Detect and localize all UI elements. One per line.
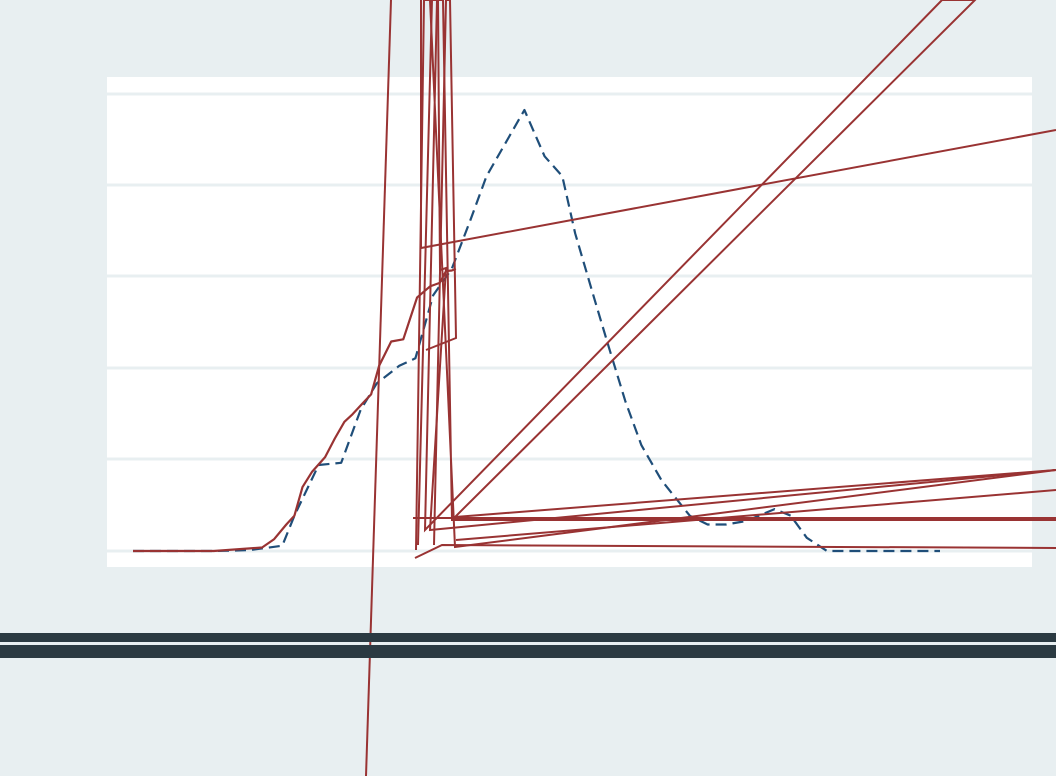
- stray-line-2: [420, 0, 1056, 250]
- gridlines: [107, 92, 1032, 553]
- stray-line-4: [414, 543, 1056, 559]
- stray-line-7: [455, 489, 1056, 541]
- footer-band-0: [0, 633, 1056, 642]
- stray-line-6: [425, 0, 458, 546]
- footer-band-1: [0, 645, 1056, 658]
- footer-bands: [0, 633, 1056, 658]
- stray-lines: [365, 0, 1056, 776]
- plot-area: [107, 77, 1032, 567]
- series-line-solid: [133, 267, 457, 553]
